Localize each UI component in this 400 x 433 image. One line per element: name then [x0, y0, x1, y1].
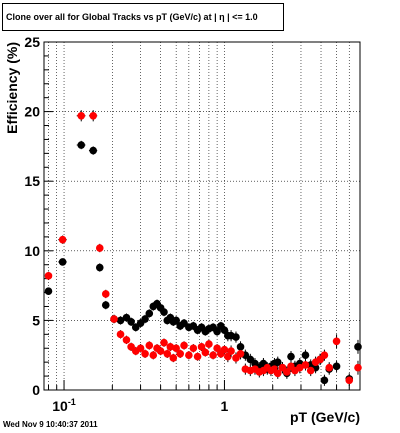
data-point [320, 376, 329, 385]
data-point [189, 344, 198, 353]
y-axis-title: Efficiency (%) [4, 42, 20, 134]
data-point [136, 344, 145, 353]
data-point [163, 350, 172, 358]
data-point [180, 341, 188, 350]
data-point [224, 352, 232, 361]
data-point [172, 344, 180, 353]
data-point [220, 326, 229, 334]
timestamp-footer: Wed Nov 9 10:40:37 2011 [3, 420, 98, 429]
data-point [197, 343, 206, 351]
data-point [145, 309, 154, 318]
data-point [232, 333, 240, 341]
data-point [306, 366, 315, 375]
data-point [236, 343, 245, 351]
grid-lines [44, 42, 361, 390]
y-tick-label: 25 [24, 34, 40, 50]
data-point [301, 361, 310, 369]
y-tick-label: 5 [32, 312, 40, 328]
axes: 0 5 10 15 20 25 10-1 1 [24, 34, 361, 414]
y-tick-label: 0 [32, 382, 40, 398]
data-point [58, 235, 67, 244]
data-point [160, 308, 168, 316]
data-point [227, 347, 235, 355]
data-point [176, 350, 185, 358]
data-point [193, 352, 202, 361]
data-point [287, 352, 295, 361]
plot-frame [43, 41, 361, 391]
data-point [77, 141, 86, 149]
data-point [44, 272, 53, 280]
data-point [283, 368, 291, 376]
data-point [77, 111, 86, 120]
data-point [320, 351, 329, 360]
data-point [110, 315, 118, 323]
y-tick-label: 15 [24, 173, 40, 189]
data-point [345, 376, 354, 385]
data-marks [44, 110, 362, 386]
data-point [169, 354, 178, 362]
data-point [201, 348, 210, 357]
data-point [213, 327, 221, 336]
data-point [127, 317, 135, 326]
x-tick-label-exponent: -1 [68, 397, 76, 407]
x-axis-title: pT (GeV/c) [290, 409, 360, 425]
data-point [116, 330, 125, 339]
data-point [332, 337, 341, 346]
data-point [332, 362, 341, 371]
data-point [95, 263, 104, 272]
data-point [325, 363, 334, 372]
data-point [209, 351, 217, 360]
x-tick-label: 10-1 [52, 397, 76, 414]
chart-title: Clone over all for Global Tracks vs pT (… [2, 3, 284, 31]
data-point [141, 315, 149, 323]
data-point [101, 301, 110, 309]
data-point [89, 111, 98, 120]
data-point [301, 351, 310, 360]
data-point [172, 316, 180, 325]
x-tick-label: 1 [221, 398, 229, 414]
data-point [213, 344, 221, 353]
data-point [95, 244, 104, 252]
data-point [156, 347, 165, 355]
data-point [236, 350, 245, 358]
data-point [116, 316, 125, 325]
data-point [149, 351, 158, 360]
data-point [141, 350, 149, 358]
y-tick-label: 10 [24, 243, 40, 259]
data-point [296, 363, 304, 372]
data-point [273, 358, 282, 366]
data-point [122, 336, 131, 344]
data-point [44, 287, 53, 295]
data-point [273, 369, 282, 378]
data-point [160, 338, 168, 347]
data-point [354, 363, 362, 372]
data-point [89, 146, 98, 155]
y-tick-label: 20 [24, 104, 40, 120]
data-point [58, 258, 67, 266]
data-point [354, 343, 362, 351]
data-point [205, 340, 213, 348]
data-point [220, 345, 229, 354]
data-point [185, 351, 193, 360]
data-point [145, 341, 154, 350]
data-point [166, 343, 175, 351]
data-point [101, 290, 110, 298]
